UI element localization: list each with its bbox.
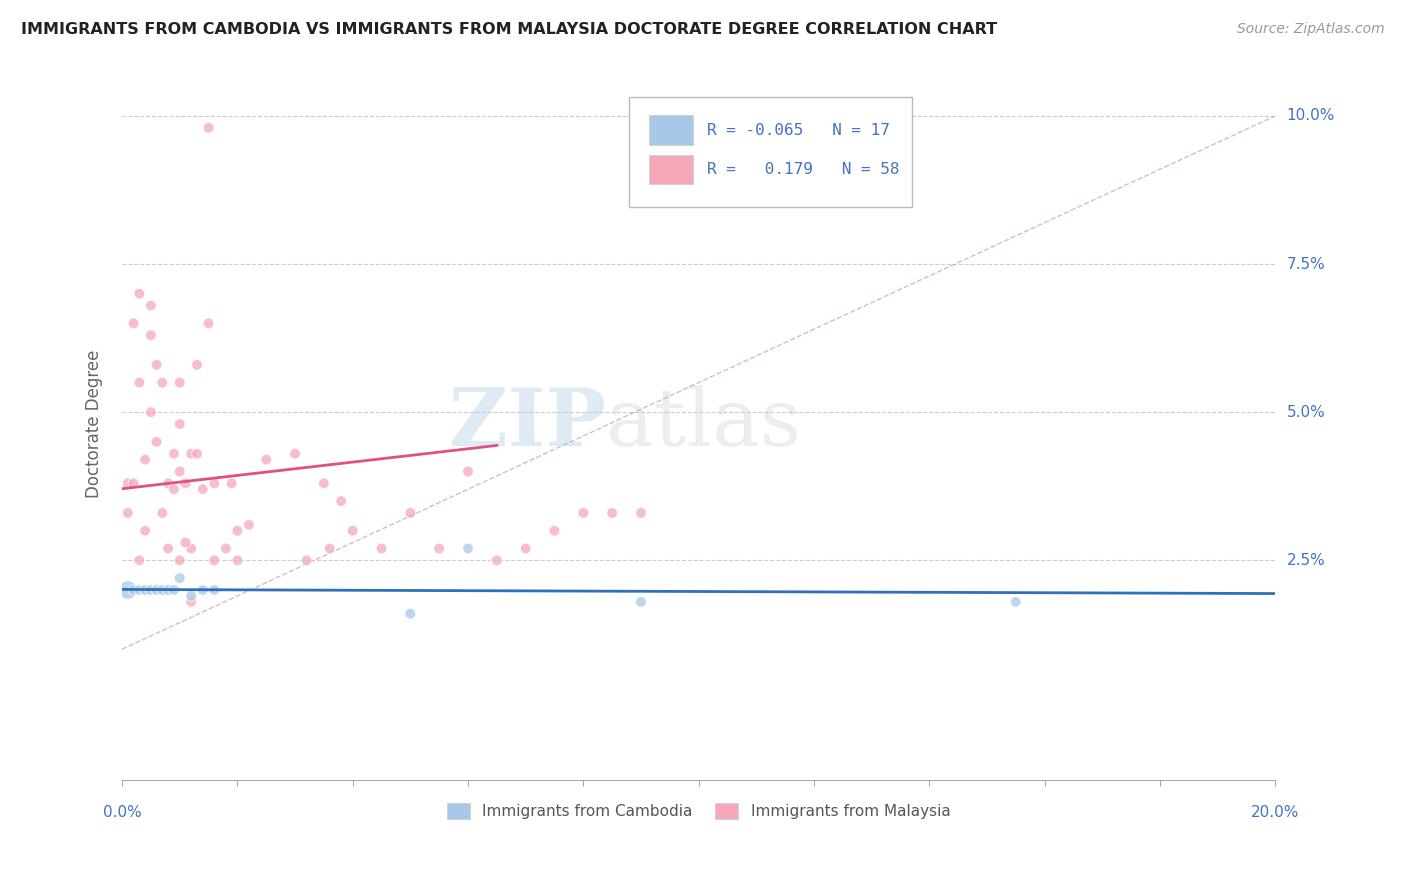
Point: [128, 376, 150, 390]
Y-axis label: Doctorate Degree: Doctorate Degree: [86, 350, 103, 499]
Point: [117, 476, 139, 491]
Point: [152, 582, 174, 597]
Point: [117, 506, 139, 520]
Point: [191, 482, 214, 496]
Point: [180, 589, 202, 603]
Point: [572, 506, 595, 520]
Point: [174, 535, 197, 549]
Point: [157, 541, 180, 556]
Point: [139, 299, 162, 313]
Point: [399, 607, 422, 621]
Point: [186, 447, 208, 461]
Point: [238, 517, 260, 532]
Point: [157, 476, 180, 491]
Point: [226, 553, 249, 567]
Point: [145, 358, 167, 372]
Point: [630, 595, 652, 609]
Point: [515, 541, 537, 556]
Point: [169, 571, 191, 585]
Point: [169, 465, 191, 479]
Bar: [650, 115, 693, 145]
Point: [122, 582, 145, 597]
Point: [399, 506, 422, 520]
Text: atlas: atlas: [606, 385, 801, 463]
Point: [134, 524, 156, 538]
Point: [122, 316, 145, 330]
Point: [180, 541, 202, 556]
Point: [163, 582, 186, 597]
Point: [117, 582, 139, 597]
Point: [180, 447, 202, 461]
Point: [139, 405, 162, 419]
Point: [630, 506, 652, 520]
Point: [122, 476, 145, 491]
Point: [457, 541, 479, 556]
Point: [134, 582, 156, 597]
FancyBboxPatch shape: [630, 97, 912, 207]
Point: [215, 541, 238, 556]
Point: [145, 434, 167, 449]
Text: R =   0.179   N = 58: R = 0.179 N = 58: [707, 162, 900, 177]
Text: ZIP: ZIP: [450, 385, 606, 463]
Point: [485, 553, 508, 567]
Point: [191, 582, 214, 597]
Point: [128, 286, 150, 301]
Point: [197, 120, 219, 135]
Point: [134, 452, 156, 467]
Point: [169, 417, 191, 431]
Legend: Immigrants from Cambodia, Immigrants from Malaysia: Immigrants from Cambodia, Immigrants fro…: [441, 797, 956, 825]
Point: [370, 541, 392, 556]
Point: [254, 452, 277, 467]
Point: [312, 476, 335, 491]
Point: [342, 524, 364, 538]
Text: IMMIGRANTS FROM CAMBODIA VS IMMIGRANTS FROM MALAYSIA DOCTORATE DEGREE CORRELATIO: IMMIGRANTS FROM CAMBODIA VS IMMIGRANTS F…: [21, 22, 997, 37]
Point: [169, 553, 191, 567]
Text: 2.5%: 2.5%: [1286, 553, 1324, 568]
Point: [427, 541, 450, 556]
Point: [221, 476, 243, 491]
Text: 10.0%: 10.0%: [1286, 109, 1334, 123]
Point: [284, 447, 307, 461]
Point: [139, 328, 162, 343]
Point: [1004, 595, 1026, 609]
Bar: [650, 154, 693, 185]
Point: [152, 376, 174, 390]
Point: [295, 553, 318, 567]
Text: Source: ZipAtlas.com: Source: ZipAtlas.com: [1237, 22, 1385, 37]
Point: [202, 476, 225, 491]
Point: [197, 316, 219, 330]
Point: [157, 582, 180, 597]
Text: 0.0%: 0.0%: [103, 805, 142, 820]
Point: [152, 506, 174, 520]
Point: [226, 524, 249, 538]
Point: [163, 482, 186, 496]
Point: [318, 541, 340, 556]
Point: [180, 595, 202, 609]
Point: [543, 524, 565, 538]
Point: [145, 582, 167, 597]
Point: [186, 358, 208, 372]
Point: [128, 553, 150, 567]
Text: 5.0%: 5.0%: [1286, 405, 1324, 420]
Point: [163, 447, 186, 461]
Point: [169, 376, 191, 390]
Text: R = -0.065   N = 17: R = -0.065 N = 17: [707, 123, 890, 138]
Point: [600, 506, 623, 520]
Point: [330, 494, 353, 508]
Point: [202, 582, 225, 597]
Point: [202, 553, 225, 567]
Point: [139, 582, 162, 597]
Text: 7.5%: 7.5%: [1286, 257, 1324, 271]
Text: 20.0%: 20.0%: [1251, 805, 1299, 820]
Point: [128, 582, 150, 597]
Point: [174, 476, 197, 491]
Point: [457, 465, 479, 479]
